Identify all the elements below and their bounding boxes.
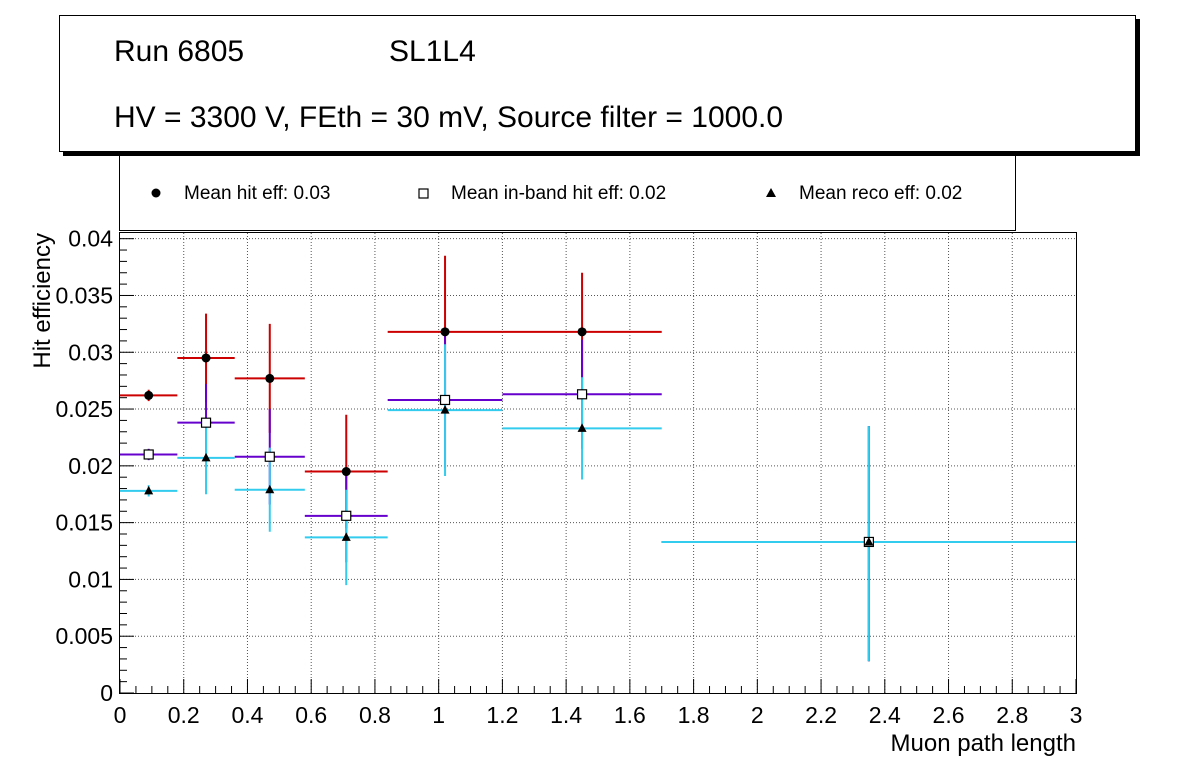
y-tick-label: 0.03 (68, 339, 113, 365)
layer-name: SL1L4 (389, 35, 476, 68)
x-tick-label: 1 (432, 702, 445, 728)
y-axis-title: Hit efficiency (29, 233, 56, 369)
y-tick-label: 0.04 (68, 226, 113, 252)
open-square-icon (418, 188, 429, 199)
hit-eff-point (201, 353, 211, 363)
x-tick-label: 2.6 (933, 702, 965, 728)
y-tick-label: 0 (100, 680, 113, 706)
x-tick-label: 2 (751, 702, 764, 728)
y-tick-label: 0.02 (68, 453, 113, 479)
legend-label: Mean hit eff: 0.03 (184, 183, 331, 204)
x-tick-label: 2.8 (996, 702, 1028, 728)
x-tick-label: 1.6 (614, 702, 646, 728)
y-tick-label: 0.025 (55, 396, 113, 422)
inband-eff-point (200, 417, 212, 428)
y-tick-label: 0.005 (55, 623, 113, 649)
axis-ticks (119, 238, 1077, 694)
reco-eff-point (440, 405, 450, 414)
x-axis-title: Muon path length (891, 730, 1076, 757)
y-tick-label: 0.01 (68, 566, 113, 592)
y-tick-labels: 0 0.005 0.01 0.015 0.02 0.025 0.03 0.035 0.04 (55, 226, 113, 706)
x-tick-label: 2.2 (805, 702, 837, 728)
x-tick-label: 2.4 (869, 702, 901, 728)
legend-label: Mean reco eff: 0.02 (799, 183, 963, 204)
inband-eff-point (143, 449, 154, 460)
x-tick-label: 1.2 (486, 702, 518, 728)
hit-eff-point (577, 327, 587, 337)
x-tick-labels: 0 0.2 0.4 0.6 0.8 1 1.2 1.4 1.6 1.8 2 2.2 2.4 2.6 2.8 3 (114, 702, 1083, 728)
plot-frame (119, 232, 1077, 694)
reco-eff-point (341, 532, 351, 541)
hit-eff-point (341, 467, 351, 477)
grid (120, 233, 1076, 693)
reco-eff-point (265, 484, 275, 494)
inband-eff-point (439, 394, 451, 406)
x-tick-label: 1.4 (550, 702, 582, 728)
legend: Mean hit eff: 0.03 Mean in-band hit eff:… (119, 155, 1016, 231)
x-tick-label: 0.6 (295, 702, 327, 728)
hit-eff-point (144, 390, 154, 400)
inband-eff-point (576, 389, 588, 400)
run-number: Run 6805 (114, 35, 245, 68)
x-tick-label: 0.4 (231, 702, 263, 728)
inband-eff-point (341, 510, 352, 521)
legend-label: Mean in-band hit eff: 0.02 (451, 183, 667, 204)
x-tick-label: 0 (114, 702, 127, 728)
run-conditions: HV = 3300 V, FEth = 30 mV, Source filter… (114, 101, 784, 134)
hit-eff-point (440, 327, 450, 337)
inband-eff-point (264, 451, 275, 462)
data-markers (143, 327, 874, 548)
y-tick-label: 0.015 (55, 510, 113, 536)
reco-eff-point (201, 452, 211, 462)
filled-triangle-icon (766, 188, 776, 197)
x-tick-label: 3 (1070, 702, 1083, 728)
x-tick-label: 0.8 (359, 702, 391, 728)
hit-eff-point (265, 373, 275, 383)
filled-circle-icon (151, 188, 161, 198)
run-info-box: Run 6805 SL1L4 HV = 3300 V, FEth = 30 mV… (59, 15, 1136, 152)
reco-eff-point (577, 423, 587, 432)
y-tick-label: 0.035 (55, 282, 113, 308)
reco-eff-point (144, 485, 154, 495)
x-tick-label: 0.2 (168, 702, 200, 728)
x-tick-label: 1.8 (678, 702, 710, 728)
reco-eff-point (864, 536, 874, 546)
